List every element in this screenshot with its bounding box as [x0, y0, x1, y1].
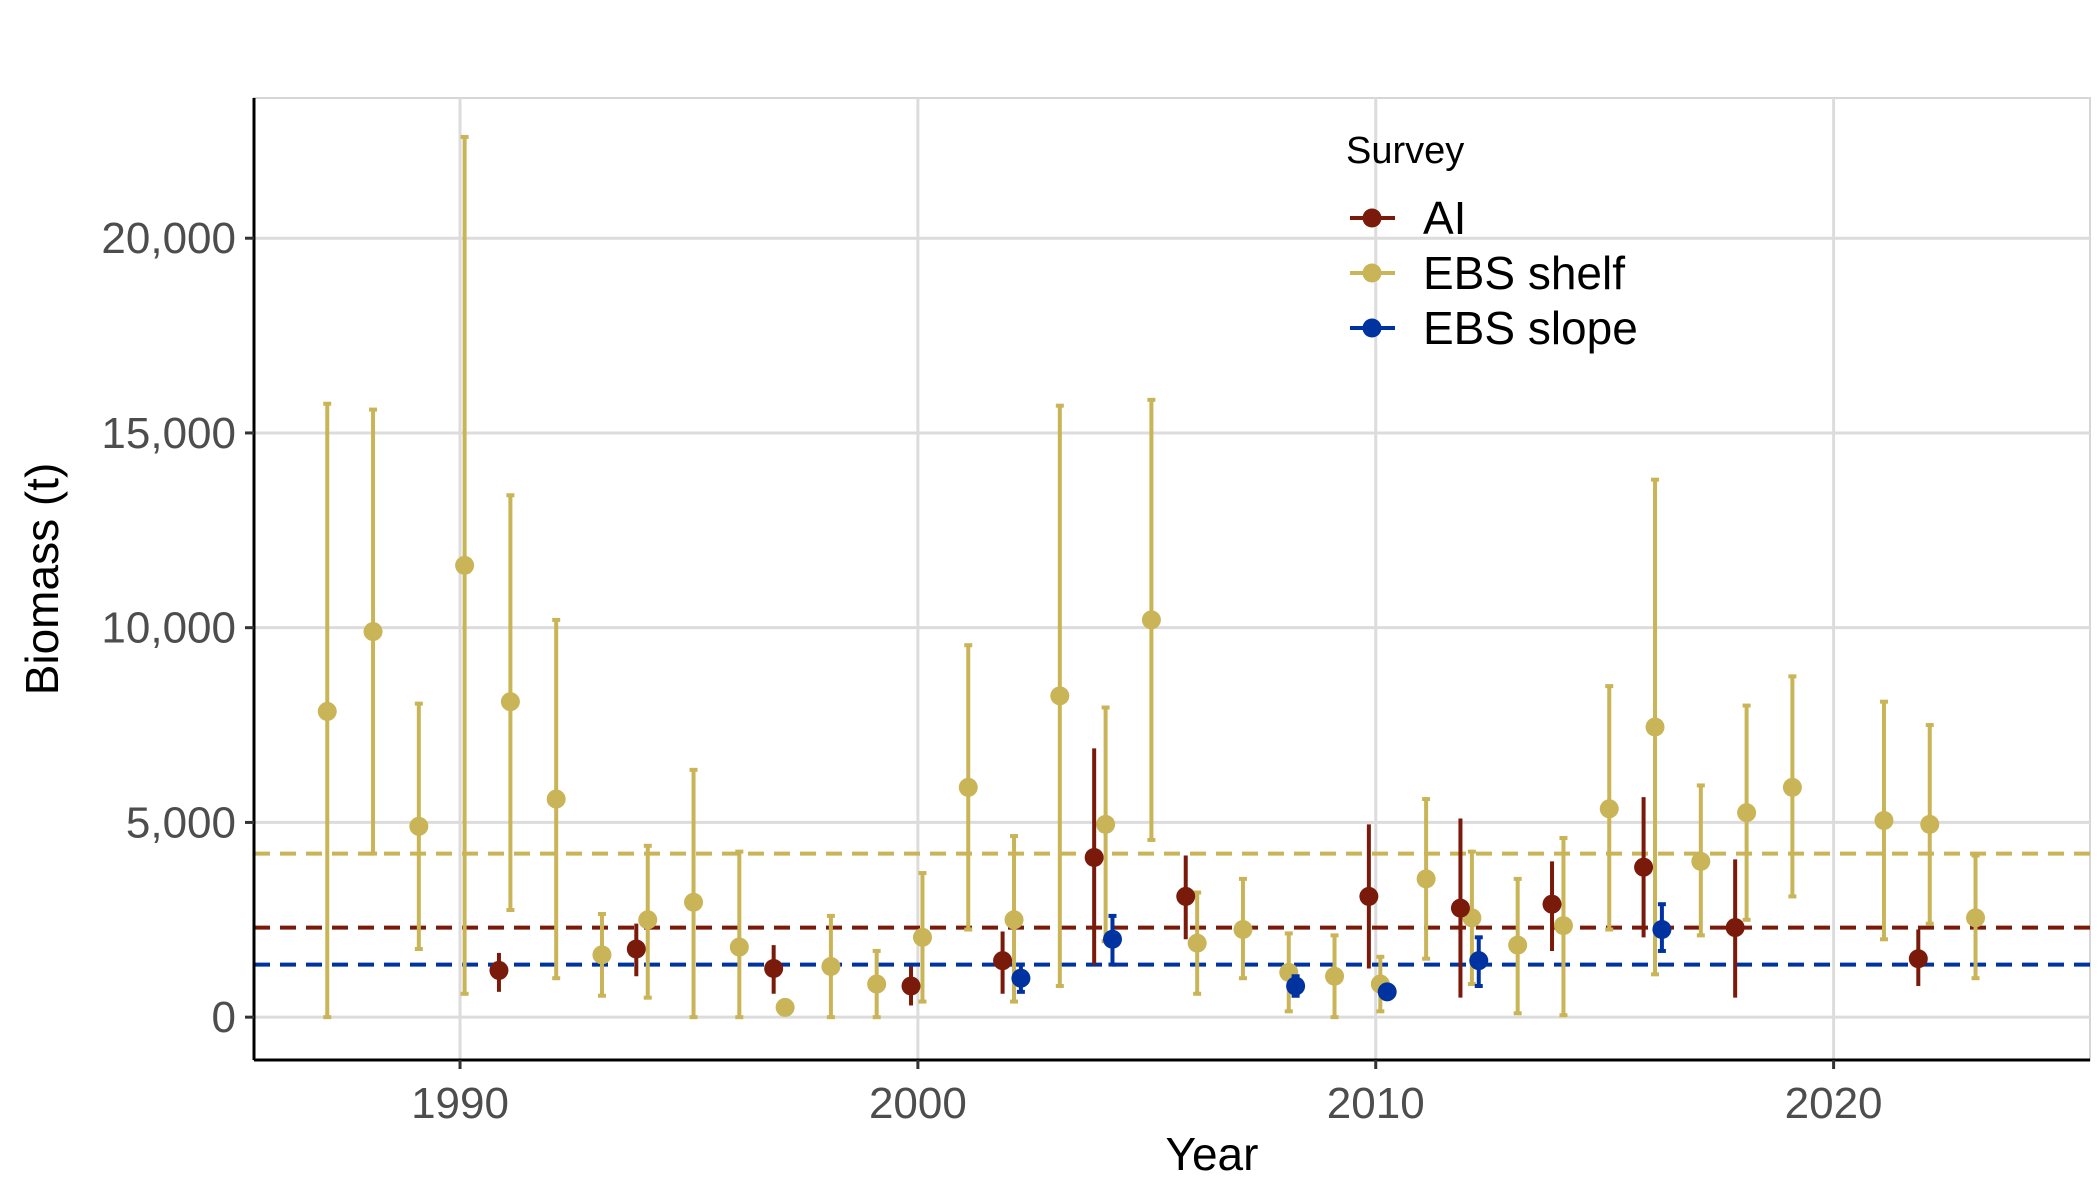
y-tick-label: 10,000: [101, 604, 236, 653]
data-point: [684, 892, 704, 912]
data-point: [409, 816, 429, 836]
data-point: [1920, 814, 1940, 834]
data-point: [489, 960, 509, 980]
plot-panel-border: [253, 97, 2091, 1061]
axes: 0 5,000 10,000 15,000 20,000 1990 2000 2010 2020: [101, 98, 2090, 1128]
x-tick-label: 1990: [411, 1079, 509, 1128]
data-point: [912, 927, 932, 947]
data-point: [592, 945, 612, 965]
series-ebs-shelf: [317, 134, 1986, 1020]
legend-label: EBS shelf: [1423, 247, 1625, 299]
data-point: [867, 974, 887, 994]
data-point: [1416, 869, 1436, 889]
mean-lines: [254, 851, 2090, 967]
legend-key-point: [1362, 263, 1382, 283]
y-tick-label: 20,000: [101, 214, 236, 263]
data-point: [1966, 908, 1986, 928]
legend-item: AI: [1350, 192, 1466, 244]
y-tick-label: 5,000: [126, 798, 236, 847]
data-point: [363, 622, 383, 642]
data-point: [1004, 910, 1024, 930]
data-point: [500, 692, 520, 712]
data-point: [1050, 686, 1070, 706]
data-point: [638, 910, 658, 930]
legend-label: EBS slope: [1423, 302, 1638, 354]
data-point: [1450, 898, 1470, 918]
data-point: [1084, 847, 1104, 867]
data-point: [1652, 920, 1672, 940]
data-point: [1737, 803, 1757, 823]
y-axis-title: Biomass (t): [16, 463, 68, 696]
data-point: [1553, 916, 1573, 936]
data-point: [1782, 777, 1802, 797]
data-point: [1359, 886, 1379, 906]
data-point: [1141, 610, 1161, 630]
data-point: [1634, 857, 1654, 877]
legend-title: Survey: [1346, 130, 1464, 172]
legend-key-point: [1362, 318, 1382, 338]
data-point: [1011, 968, 1031, 988]
data-point: [1176, 886, 1196, 906]
data-point: [958, 777, 978, 797]
data-point: [317, 701, 337, 721]
x-tick-label: 2020: [1785, 1079, 1883, 1128]
data-point: [1908, 949, 1928, 969]
data-marks: [317, 134, 1986, 1020]
data-point: [1377, 982, 1397, 1002]
data-point: [1233, 920, 1253, 940]
legend-label: AI: [1423, 192, 1466, 244]
data-point: [1325, 966, 1345, 986]
data-point: [546, 789, 566, 809]
data-point: [1187, 933, 1207, 953]
legend-key-point: [1362, 208, 1382, 228]
data-point: [901, 976, 921, 996]
data-point: [1599, 799, 1619, 819]
legend-item: EBS slope: [1350, 302, 1638, 354]
data-point: [993, 951, 1013, 971]
data-point: [729, 937, 749, 957]
data-point: [775, 997, 795, 1017]
data-point: [1102, 929, 1122, 949]
data-point: [821, 957, 841, 977]
data-point: [455, 555, 475, 575]
data-point: [1542, 894, 1562, 914]
x-tick-label: 2010: [1327, 1079, 1425, 1128]
data-point: [1645, 717, 1665, 737]
series-ai: [489, 748, 1928, 1006]
x-axis-title: Year: [1166, 1128, 1259, 1180]
grid: [253, 97, 2091, 1061]
data-point: [626, 939, 646, 959]
data-point: [1508, 935, 1528, 955]
data-point: [1725, 918, 1745, 938]
data-point: [764, 958, 784, 978]
data-point: [1874, 810, 1894, 830]
data-point: [1096, 814, 1116, 834]
y-tick-label: 15,000: [101, 409, 236, 458]
data-point: [1286, 976, 1306, 996]
data-point: [1469, 951, 1489, 971]
data-point: [1691, 851, 1711, 871]
legend-item: EBS shelf: [1350, 247, 1625, 299]
x-tick-label: 2000: [869, 1079, 967, 1128]
y-tick-label: 0: [212, 993, 236, 1042]
series-ebs-slope: [1011, 902, 1672, 1002]
